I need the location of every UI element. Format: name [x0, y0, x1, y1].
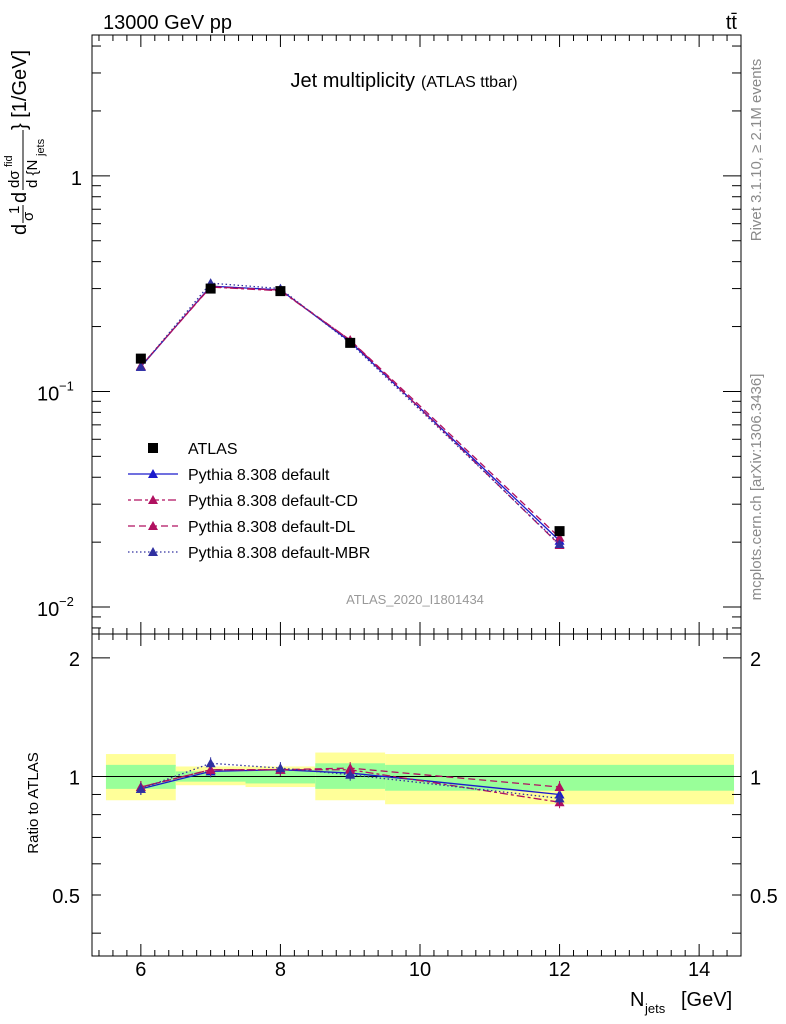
x-axis-label: N jets [GeV] — [630, 989, 732, 1016]
x-tick-label-6: 6 — [135, 959, 146, 981]
legend-marker-4 — [148, 547, 158, 556]
legend-label-4: Pythia 8.308 default-MBR — [188, 545, 370, 562]
axis-ticks — [92, 35, 742, 956]
svg-text:d {N: d {N — [24, 160, 41, 188]
ratio-marker-3-0 — [135, 783, 146, 793]
series-marker-3-4 — [554, 539, 565, 549]
svg-text:fid: fid — [3, 155, 15, 167]
x-tick-label-10: 10 — [409, 959, 431, 981]
data-point-4 — [554, 526, 565, 537]
legend-marker-data — [148, 443, 158, 453]
ratio-tick-label-left-0.5: 0.5 — [52, 886, 80, 908]
ratio-y-axis-label: Ratio to ATLAS — [25, 752, 42, 853]
y-tick-label-exp-0.01: −2 — [59, 594, 74, 609]
ratio-marker-3-1 — [205, 758, 216, 768]
legend-label-2: Pythia 8.308 default-CD — [188, 493, 358, 510]
ratio-uncertainty-bands — [105, 752, 735, 805]
x-tick-label-8: 8 — [275, 959, 286, 981]
ratio-marker-3-4 — [554, 793, 565, 803]
data-point-3 — [345, 337, 356, 348]
data-point-1 — [205, 283, 216, 294]
chart-subtitle: (ATLAS ttbar) — [421, 74, 518, 91]
x-tick-label-12: 12 — [548, 959, 570, 981]
y-tick-label-0.1: 10 — [37, 383, 59, 405]
svg-text:dσ: dσ — [6, 170, 23, 188]
svg-text:} [1/GeV]: } [1/GeV] — [9, 50, 31, 130]
ratio-marker-2-4 — [554, 782, 565, 792]
analysis-watermark: ATLAS_2020_I1801434 — [346, 592, 484, 607]
rivet-version-label: Rivet 3.1.10, ≥ 2.1M events — [748, 59, 765, 242]
series-marker-2-4 — [554, 532, 565, 542]
mcplots-label: mcplots.cern.ch [arXiv:1306.3436] — [748, 374, 765, 601]
svg-text:1: 1 — [6, 206, 23, 214]
main-panel-series — [135, 278, 565, 550]
y-tick-label-exp-0.1: −1 — [59, 378, 74, 393]
series-line-3 — [140, 282, 561, 545]
x-axis-label-sub: jets — [644, 1001, 666, 1016]
ratio-line-2 — [140, 767, 560, 788]
x-tick-label-14: 14 — [688, 959, 710, 981]
ratio-marker-3-2 — [275, 763, 286, 773]
svg-text:d: d — [9, 192, 31, 203]
svg-text:d: d — [9, 224, 31, 235]
svg-text:jets: jets — [35, 138, 47, 157]
main-y-axis-label: d 1 σ d dσ fid d {N jets } [1/GeV] — [3, 50, 47, 235]
x-axis-label-unit: [GeV] — [681, 989, 732, 1011]
data-point-2 — [275, 286, 286, 297]
legend-label-0: ATLAS — [188, 441, 238, 458]
x-axis-label-main: N — [630, 989, 644, 1011]
series-marker-3-0 — [135, 361, 146, 371]
header-process-label: tt̄ — [726, 12, 738, 34]
svg-text:σ: σ — [20, 211, 37, 221]
legend-label-1: Pythia 8.308 default — [188, 467, 330, 484]
data-point-0 — [135, 353, 146, 364]
header-energy-label: 13000 GeV pp — [103, 12, 232, 34]
ratio-marker-2-3 — [345, 763, 356, 773]
chart-title: Jet multiplicity — [291, 70, 415, 92]
y-tick-label-0.01: 10 — [37, 599, 59, 621]
ratio-panel-series — [135, 757, 565, 809]
ratio-tick-label-right-2: 2 — [750, 649, 761, 671]
series-line-2 — [140, 286, 561, 539]
legend-marker-1 — [148, 469, 158, 478]
ratio-marker-3-3 — [345, 769, 356, 779]
ratio-tick-label-right-0.5: 0.5 — [750, 886, 778, 908]
ratio-tick-label-right-1: 1 — [750, 767, 761, 789]
legend-marker-3 — [148, 521, 158, 530]
axes-frames — [91, 34, 742, 957]
legend: ATLAS Pythia 8.308 default Pythia 8.308 de… — [128, 441, 370, 562]
ratio-tick-label-left-1: 1 — [69, 767, 80, 789]
legend-marker-2 — [148, 495, 158, 504]
ratio-tick-label-left-2: 2 — [69, 649, 80, 671]
y-tick-label-1: 1 — [71, 168, 82, 190]
legend-label-3: Pythia 8.308 default-DL — [188, 519, 355, 536]
ratio-panel-frame — [91, 633, 742, 957]
